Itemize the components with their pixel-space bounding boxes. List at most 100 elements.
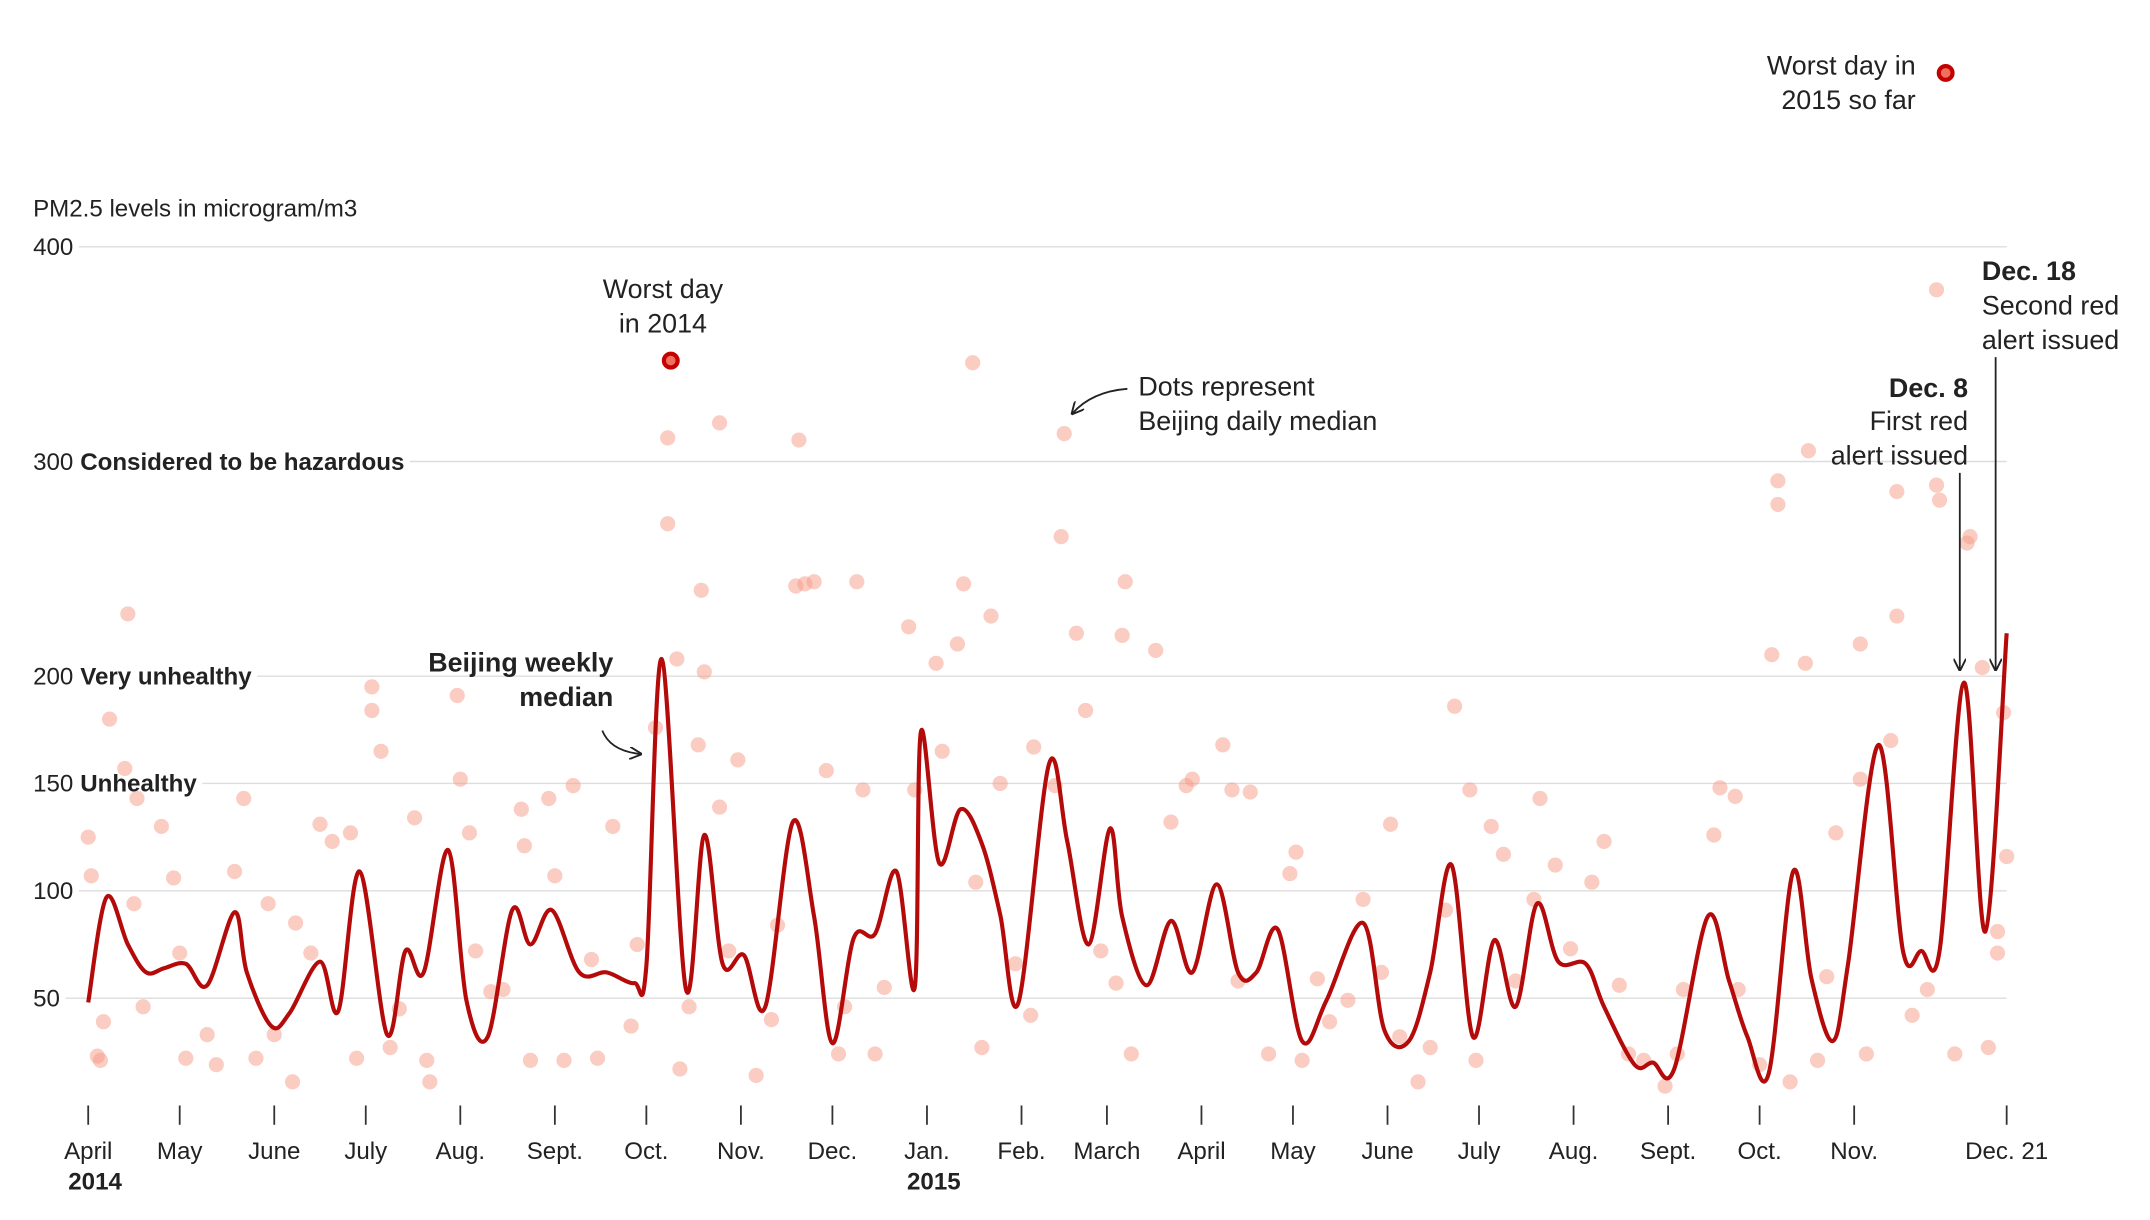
arrow	[1072, 387, 1128, 414]
daily-dot	[452, 771, 468, 787]
daily-dot	[1340, 992, 1356, 1008]
daily-dot	[1584, 874, 1600, 890]
daily-dot	[830, 1046, 847, 1062]
x-tick-label: June	[1361, 1138, 1413, 1165]
x-tick-label: July	[344, 1138, 387, 1165]
daily-dot	[711, 799, 728, 815]
daily-dot	[1321, 1014, 1338, 1030]
daily-dot	[1800, 443, 1816, 459]
daily-dot	[730, 752, 746, 768]
y-tick-label: 300	[33, 449, 73, 476]
x-tick-label: Aug.	[436, 1138, 486, 1165]
daily-dot	[690, 737, 706, 753]
daily-dot	[288, 915, 304, 931]
x-tick-label: Aug.	[1549, 1138, 1599, 1165]
annotation: alert issued	[1982, 325, 2119, 355]
x-tick-label: Oct.	[1738, 1138, 1782, 1165]
y-tick-label: 200	[33, 663, 73, 690]
daily-dot	[1852, 636, 1868, 652]
daily-dot	[227, 863, 243, 880]
daily-dot	[696, 664, 712, 680]
x-tick-label: May	[1270, 1138, 1316, 1165]
year-label: 2014	[68, 1169, 122, 1196]
daily-dot	[467, 943, 484, 959]
daily-dot	[1596, 833, 1612, 850]
daily-dot	[95, 1014, 112, 1030]
daily-dot	[199, 1027, 215, 1043]
daily-dot	[513, 801, 529, 817]
daily-dot	[461, 825, 478, 841]
daily-dot	[1797, 655, 1813, 671]
arrow	[601, 730, 641, 754]
x-tick-label: Feb.	[997, 1138, 1045, 1165]
daily-dot	[965, 355, 981, 371]
daily-dot	[1355, 891, 1371, 907]
daily-dot	[364, 702, 380, 719]
x-tick-label: July	[1458, 1138, 1501, 1165]
x-tick-label: June	[248, 1138, 300, 1165]
x-tick-label: May	[157, 1138, 203, 1165]
annotation: 2015 so far	[1781, 85, 1915, 115]
y-axis-label: PM2.5 levels in microgram/m3	[33, 196, 357, 223]
daily-dot	[1727, 788, 1743, 804]
daily-dot	[126, 896, 142, 912]
daily-dot	[1023, 1007, 1039, 1023]
daily-dot	[955, 576, 972, 592]
daily-dot	[1483, 818, 1499, 834]
daily-dot	[855, 782, 871, 798]
annotation: Worst day in	[1767, 51, 1916, 81]
daily-dot	[1260, 1046, 1277, 1062]
daily-dot	[1288, 844, 1304, 860]
daily-dot	[1931, 492, 1948, 508]
daily-dot	[166, 870, 182, 886]
daily-dot	[901, 619, 917, 635]
daily-dot	[1373, 964, 1389, 980]
daily-dot	[208, 1057, 224, 1073]
daily-dot	[324, 833, 340, 850]
daily-dot	[791, 432, 807, 448]
daily-dot	[1904, 1007, 1920, 1023]
level-label: Unhealthy	[80, 771, 197, 798]
weekly-line	[86, 633, 2009, 1084]
daily-dot	[1422, 1039, 1438, 1056]
daily-dot	[1392, 1029, 1408, 1045]
daily-dot	[1224, 782, 1240, 798]
daily-dot	[1712, 780, 1728, 796]
daily-dot	[556, 1052, 572, 1068]
year-label: 2015	[907, 1169, 961, 1196]
daily-dot	[1447, 698, 1463, 714]
annotation: median	[519, 682, 613, 712]
daily-dot	[928, 655, 944, 671]
daily-dot	[1919, 981, 1935, 998]
daily-dot	[1215, 737, 1231, 753]
x-tick-label: Nov.	[717, 1138, 765, 1165]
daily-dot	[1611, 977, 1627, 993]
daily-dot	[342, 825, 359, 841]
daily-dot	[303, 945, 319, 961]
daily-dot	[806, 574, 822, 590]
daily-dot	[1828, 825, 1844, 841]
daily-dot	[1068, 625, 1084, 641]
daily-dot	[1462, 782, 1478, 798]
daily-dot	[83, 868, 99, 884]
daily-dot	[1980, 1039, 1996, 1056]
daily-dot	[248, 1050, 264, 1066]
daily-dot	[1547, 857, 1563, 873]
daily-dot	[522, 1052, 539, 1068]
highlight-dot	[661, 351, 680, 370]
daily-dot	[547, 868, 563, 884]
daily-dot	[364, 679, 380, 695]
x-tick-label: Dec.	[808, 1138, 858, 1165]
daily-dot	[80, 829, 96, 845]
daily-dot	[153, 818, 169, 834]
daily-dot	[541, 790, 557, 807]
annotation: alert issued	[1831, 441, 1968, 471]
daily-dot	[693, 582, 709, 598]
daily-dot	[1770, 496, 1786, 513]
daily-dot	[1928, 477, 1945, 493]
daily-dot	[660, 516, 676, 532]
daily-dot	[373, 743, 389, 759]
daily-dot	[1108, 975, 1124, 991]
level-label: Considered to be hazardous	[80, 449, 404, 476]
daily-dot	[992, 775, 1008, 792]
